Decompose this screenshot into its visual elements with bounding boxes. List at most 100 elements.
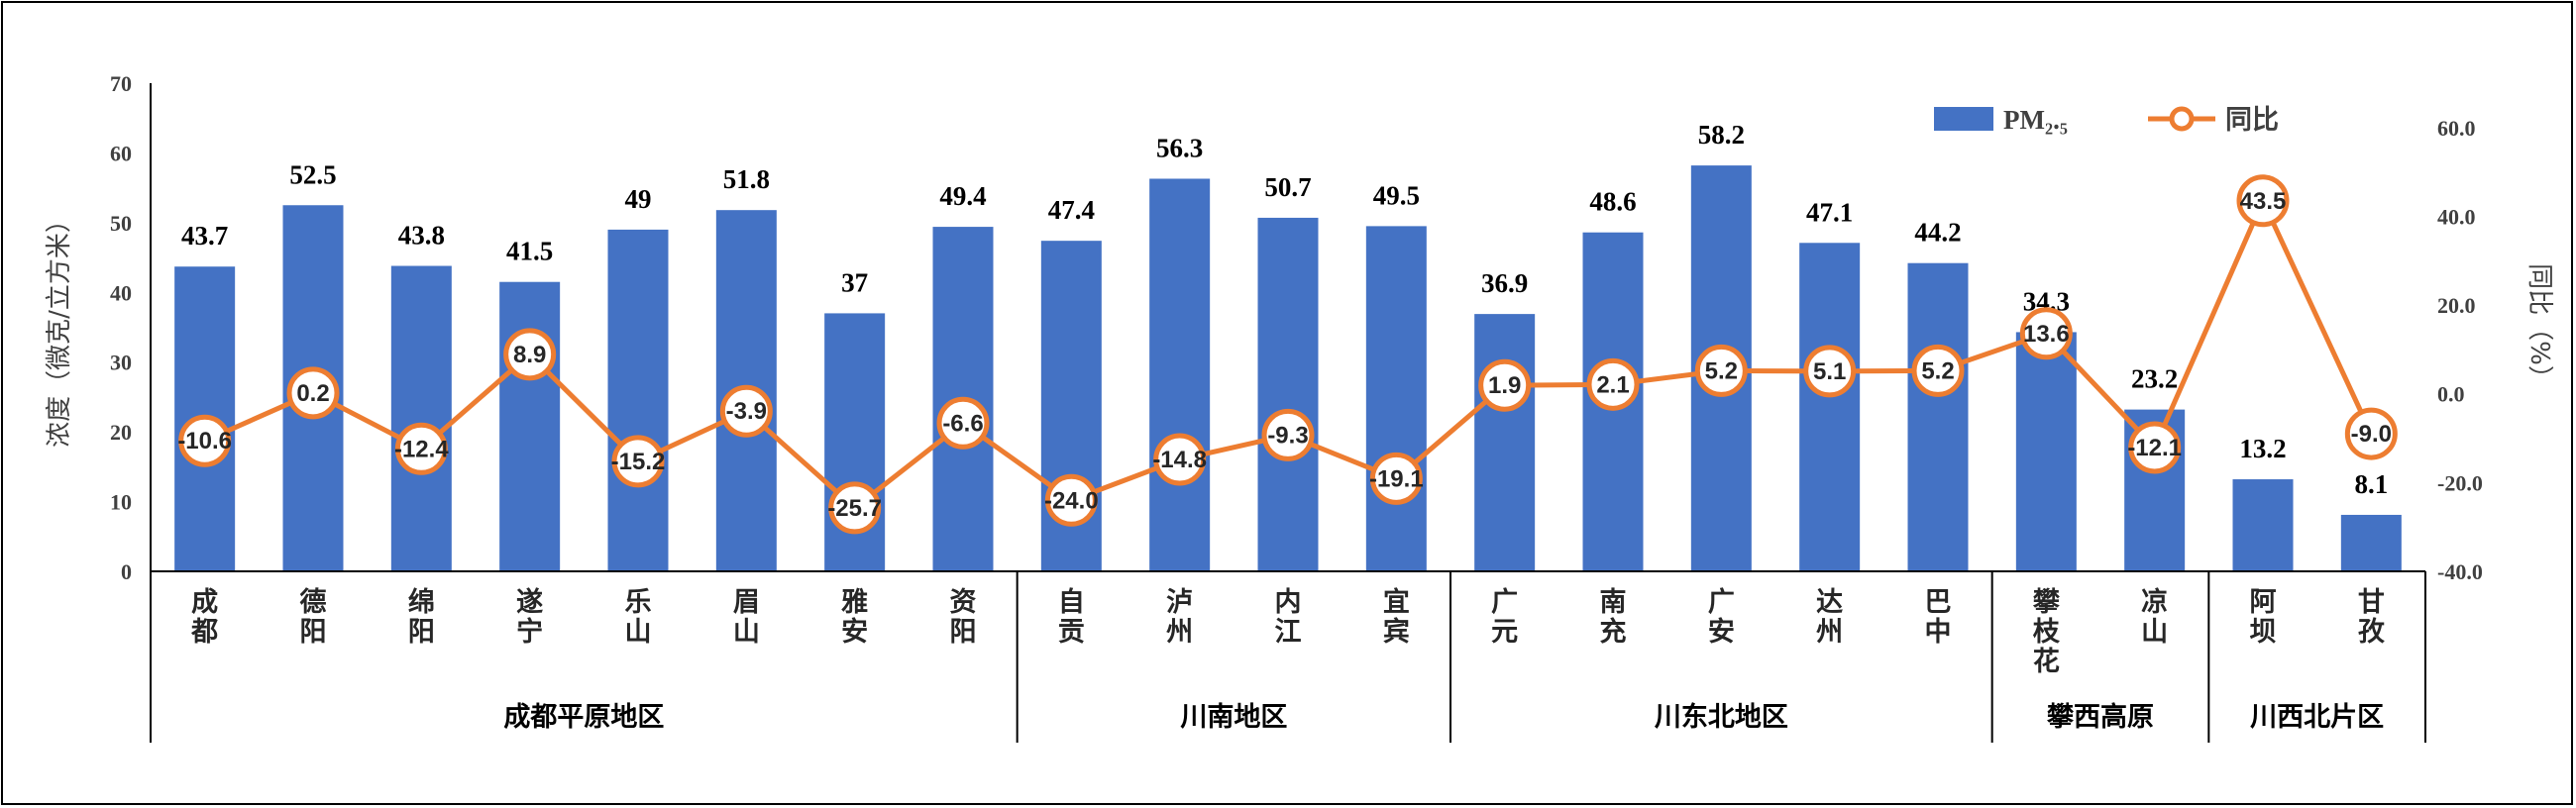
yoy-point [936,396,990,450]
bar-value-label: 44.2 [1914,218,1961,248]
category-label: 德 [300,587,327,618]
yoy-point [394,422,448,475]
category-label: 坝 [2250,617,2277,648]
group-label: 成都平原地区 [503,702,664,733]
bar-value-label: 58.2 [1698,120,1745,150]
legend-bar-swatch [1934,107,1993,131]
bar [2340,514,2402,571]
legend-bar-label: PM₂.₅ [2003,105,2068,135]
bar-value-label: 23.2 [2131,364,2178,394]
legend-line-marker [2169,106,2195,132]
yoy-value-label: 0.2 [296,380,329,407]
yoy-value-label: 5.1 [1813,358,1846,385]
category-label: 遂 [516,586,543,618]
yoy-point [1803,345,1857,398]
category-label: 巴 [1925,587,1952,618]
left-tick-label: 60 [110,141,132,165]
yoy-point [2344,407,2398,460]
bar-value-label: 36.9 [1481,268,1528,298]
group-label: 攀西高原 [2047,701,2154,733]
bar-value-label: 37 [841,267,868,297]
category-label: 州 [1816,617,1843,648]
yoy-value-label: -10.6 [177,428,232,454]
left-tick-label: 0 [121,559,132,584]
left-axis-title: 浓度（微克/立方米） [45,207,74,448]
category-label: 安 [841,617,868,648]
yoy-point [178,414,232,467]
bar [390,265,452,571]
bar-value-label: 49.4 [939,181,986,211]
yoy-point [1694,344,1748,397]
category-label: 州 [1166,617,1193,648]
bar [2015,332,2077,571]
yoy-point [719,384,773,438]
yoy-value-label: 5.2 [1921,357,1954,384]
category-label: 南 [1600,587,1627,618]
bar-value-label: 51.8 [723,164,770,194]
bar [1907,262,1969,571]
category-label: 自 [1058,586,1085,618]
right-axis-title: 同比（%） [2524,263,2554,391]
yoy-line-series: -10.6 0.2 -12.4 8.9 -15.2 -3.9 -25.7 -6.6 -24.0 -… [177,174,2398,535]
yoy-value-label: 13.6 [2023,321,2070,348]
yoy-value-label: -12.1 [2127,435,2182,461]
bar [2232,479,2294,571]
right-tick-label: -40.0 [2437,559,2483,584]
bar-value-label: 48.6 [1589,187,1636,217]
bar-value-label: 13.2 [2239,434,2286,463]
category-label: 山 [2141,617,2168,648]
yoy-value-label: -9.3 [1267,422,1308,449]
bar-value-label: 49 [625,184,652,214]
category-label: 达 [1816,587,1843,618]
category-label: 中 [1925,617,1952,648]
yoy-point [286,366,340,420]
yoy-value-label: -25.7 [827,495,882,522]
bar-value-label: 49.5 [1373,180,1420,210]
bar [1365,226,1427,571]
yoy-point [1911,344,1965,397]
yoy-value-label: 43.5 [2240,188,2287,215]
category-label: 广 [1491,587,1518,618]
bar [1257,217,1319,572]
left-tick-label: 20 [110,420,132,445]
category-label: 贡 [1058,617,1085,648]
bar-value-label: 47.1 [1806,197,1853,227]
category-label: 都 [190,617,218,648]
category-label: 孜 [2358,616,2386,648]
yoy-value-label: -19.1 [1369,465,1424,492]
group-label: 川东北地区 [1655,701,1788,733]
bar [1474,314,1536,571]
category-label: 成 [191,587,218,618]
category-label: 攀 [2033,587,2061,618]
category-label: 阳 [300,617,327,648]
yoy-value-label: 1.9 [1488,372,1521,399]
category-label: 充 [1600,616,1627,648]
left-axis-ticks: 0 10 20 30 40 50 60 70 [110,71,132,584]
yoy-value-label: -3.9 [726,398,767,425]
category-label: 内 [1275,587,1302,618]
bar-value-label: 43.7 [181,221,228,251]
category-label: 阳 [408,617,435,648]
bar [1149,178,1211,572]
bar-value-label: 52.5 [289,159,336,189]
yoy-point [1369,452,1423,505]
category-label: 安 [1708,617,1735,648]
yoy-value-label: -9.0 [2351,421,2392,448]
yoy-value-label: -15.2 [611,449,666,475]
left-tick-label: 30 [110,351,132,375]
yoy-point [1044,473,1098,527]
category-label: 凉 [2141,587,2168,618]
yoy-value-label: 5.2 [1705,357,1738,384]
bar-value-label: 8.1 [2354,469,2388,499]
right-axis-ticks: -40.0 -20.0 0.0 20.0 40.0 60.0 [2437,116,2483,584]
category-label: 花 [2033,647,2060,677]
group-label: 川西北片区 [2250,702,2384,733]
category-label: 元 [1491,617,1518,648]
category-label: 山 [625,617,652,648]
yoy-point [2128,421,2182,474]
yoy-value-label: 8.9 [513,342,546,368]
category-label: 资 [950,587,977,618]
category-label: 宜 [1383,586,1410,618]
